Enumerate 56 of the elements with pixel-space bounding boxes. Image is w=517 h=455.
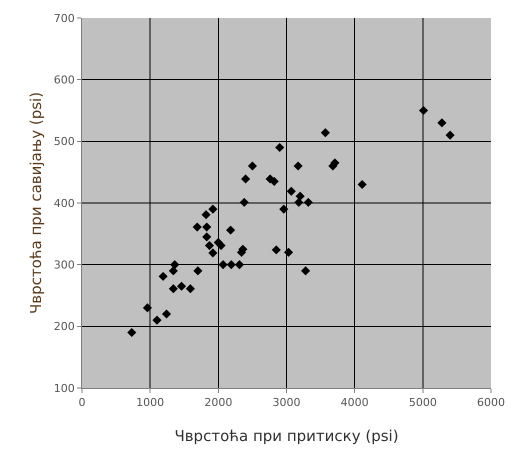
point <box>170 260 180 270</box>
point <box>279 204 288 214</box>
y-tick-label: 500 <box>54 135 75 148</box>
point <box>208 248 218 258</box>
point <box>294 198 304 207</box>
y-tick-label: 300 <box>54 258 75 272</box>
y-tick-label: 200 <box>54 320 75 334</box>
point <box>142 303 152 312</box>
x-tick-label: 4000 <box>340 396 369 410</box>
point <box>301 266 310 276</box>
point <box>241 174 250 184</box>
point <box>127 328 136 338</box>
point <box>226 226 236 235</box>
point <box>202 210 211 220</box>
point <box>240 198 249 207</box>
y-tick-label: 700 <box>54 12 75 25</box>
x-tick-label: 0 <box>78 396 86 410</box>
point <box>418 106 428 116</box>
point <box>275 142 284 152</box>
point <box>437 118 446 128</box>
x-tick-label: 2000 <box>204 396 232 410</box>
y-tick-label: 400 <box>54 196 75 210</box>
point <box>284 248 294 257</box>
point <box>176 282 186 291</box>
point <box>158 272 168 281</box>
point <box>202 232 212 242</box>
point <box>152 316 162 325</box>
point <box>208 204 218 214</box>
point <box>304 198 313 207</box>
point <box>168 284 178 294</box>
x-tick-label: 6000 <box>477 396 505 410</box>
point <box>218 260 228 270</box>
point <box>358 180 367 190</box>
point <box>248 161 257 171</box>
point <box>234 260 244 270</box>
y-tick-label: 100 <box>54 382 75 395</box>
point <box>446 130 455 140</box>
point <box>286 186 296 196</box>
point <box>320 128 330 138</box>
point <box>204 241 214 250</box>
point <box>162 309 172 319</box>
y-axis-title: Чврстоћа при савијању (psi) <box>27 92 46 314</box>
point <box>272 245 281 254</box>
point <box>226 260 236 270</box>
point <box>193 266 202 276</box>
x-axis-title: Чврстоћа при притиску (psi) <box>174 427 399 446</box>
x-tick-label: 3000 <box>272 396 300 410</box>
point <box>202 222 212 232</box>
y-tick-label: 600 <box>54 74 75 87</box>
point <box>168 266 178 276</box>
x-tick-label: 1000 <box>136 396 164 410</box>
point <box>294 161 303 171</box>
x-tick-label: 5000 <box>408 396 437 410</box>
point <box>186 284 195 294</box>
point <box>296 192 305 201</box>
point <box>192 222 202 232</box>
